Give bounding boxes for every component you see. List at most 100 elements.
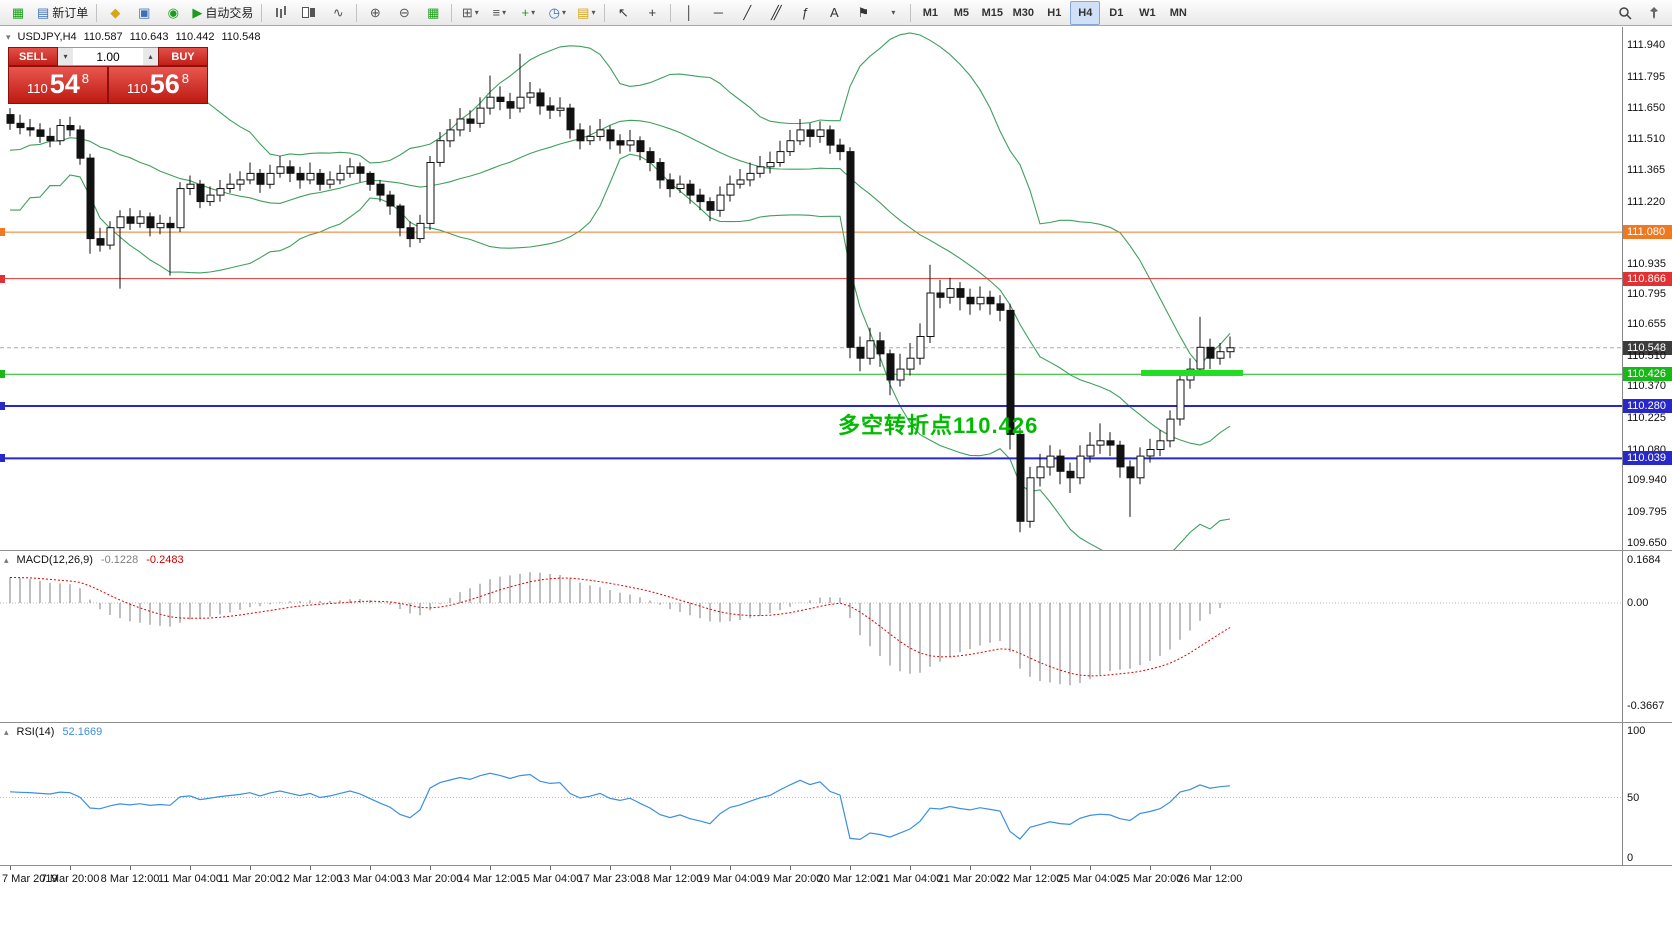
candle-body: [566, 107, 575, 131]
chart-annotation[interactable]: 多空转折点110.426: [838, 413, 1039, 438]
channel-button[interactable]: ╱╱: [762, 1, 790, 25]
pin-button[interactable]: [1640, 1, 1668, 25]
cursor-button[interactable]: ↖: [609, 1, 637, 25]
candle-body: [246, 172, 255, 181]
timeframe-w1[interactable]: W1: [1139, 6, 1156, 19]
timeframe-m1[interactable]: M1: [922, 6, 938, 19]
rsi-line: [9, 772, 1231, 841]
new-chart-button[interactable]: ▦: [4, 1, 32, 25]
fibonacci-button[interactable]: ƒ: [791, 1, 819, 25]
volume-input[interactable]: [73, 48, 143, 65]
collapse-icon[interactable]: ▴: [4, 726, 9, 737]
candle: [666, 173, 675, 198]
objects-list-button[interactable]: ≡ ▾: [485, 1, 513, 25]
indicators-button[interactable]: + ▾: [514, 1, 542, 25]
candle-body: [926, 292, 935, 337]
sell-price-button[interactable]: 110 54 8: [8, 66, 108, 104]
chart-marker-icon: ▾: [6, 31, 11, 42]
crosshair-button[interactable]: +: [638, 1, 666, 25]
candle: [526, 82, 535, 104]
ohlc-low: 110.442: [175, 31, 215, 43]
candle-body: [406, 227, 415, 240]
candle-body: [136, 216, 145, 224]
ohlc-close: 110.548: [221, 31, 261, 43]
line-left-marker: [0, 228, 5, 237]
zoom-out-button[interactable]: ⊖: [390, 1, 418, 25]
market-watch-button[interactable]: ◆: [101, 1, 129, 25]
zoom-in-button[interactable]: ⊕: [361, 1, 389, 25]
candle-body: [716, 194, 725, 211]
text-tool-button[interactable]: A: [820, 1, 848, 25]
bar-chart-button[interactable]: [266, 1, 294, 25]
data-window-button[interactable]: ▣: [130, 1, 158, 25]
price-axis-chip: 110.426: [1623, 367, 1672, 382]
candle: [846, 147, 855, 359]
line-left-marker: [0, 454, 5, 463]
more-tools-button[interactable]: ▾: [878, 1, 906, 25]
candle-body: [996, 303, 1005, 311]
navigator-button[interactable]: ◉: [159, 1, 187, 25]
candle: [1136, 447, 1145, 485]
timeframe-h4[interactable]: H4: [1070, 0, 1101, 25]
timeframe-m5[interactable]: M5: [953, 6, 969, 19]
tile-windows-button[interactable]: ▦: [419, 1, 447, 25]
periods-button[interactable]: ◷ ▾: [543, 1, 571, 25]
candle: [816, 121, 825, 143]
candle: [936, 279, 945, 309]
candle-body: [396, 205, 405, 229]
candle-body: [916, 336, 925, 359]
candle: [1156, 430, 1165, 457]
auto-trading-label: 自动交易: [205, 6, 254, 20]
macd-value: -0.1228: [100, 554, 139, 566]
auto-trading-button[interactable]: ▶ 自动交易: [188, 1, 257, 25]
rsi-subwindow: ▴ RSI(14) 52.1669 100 50 0: [0, 722, 1672, 865]
sell-button[interactable]: SELL: [8, 47, 58, 66]
search-button[interactable]: [1611, 1, 1639, 25]
support-line-segment[interactable]: [1141, 370, 1243, 376]
line-left-marker: [0, 370, 5, 379]
candle-body: [506, 101, 515, 109]
timeframe-d1[interactable]: D1: [1109, 6, 1124, 19]
trendline-button[interactable]: ╱: [733, 1, 761, 25]
horizontal-line-button[interactable]: ─: [704, 1, 732, 25]
collapse-icon[interactable]: ▴: [4, 554, 9, 565]
price-axis-label: 111.510: [1627, 132, 1666, 145]
arrange-button[interactable]: ⊞ ▾: [456, 1, 484, 25]
time-axis[interactable]: 7 Mar 2019 7 Mar 20:00 8 Mar 12:00 11 Mar 0…: [0, 865, 1672, 890]
time-tick: [10, 866, 11, 870]
candle-body: [26, 127, 35, 131]
candle: [946, 277, 955, 304]
candle-body: [1006, 309, 1015, 435]
time-tick: [70, 866, 71, 870]
templates-button[interactable]: ▤ ▾: [572, 1, 600, 25]
buy-button[interactable]: BUY: [158, 47, 208, 66]
candle-chart-button[interactable]: [295, 1, 323, 25]
vertical-line-button[interactable]: │: [675, 1, 703, 25]
candle-body: [1096, 440, 1105, 446]
volume-down-button[interactable]: ▾: [58, 48, 73, 65]
time-axis-label: 25 Mar 04:00: [1057, 873, 1123, 885]
chevron-down-icon: ▾: [531, 8, 536, 17]
timeframe-m15[interactable]: M15: [981, 6, 1004, 19]
price-chart[interactable]: [0, 27, 1622, 550]
new-order-button[interactable]: ▤ 新订单: [33, 1, 92, 25]
candle-body: [46, 135, 55, 142]
price-axis-label: 110.225: [1627, 411, 1666, 424]
time-tick: [730, 866, 731, 870]
candle-body: [756, 166, 765, 174]
line-chart-button[interactable]: ∿: [324, 1, 352, 25]
timeframe-h1[interactable]: H1: [1047, 6, 1062, 19]
volume-up-button[interactable]: ▴: [143, 48, 158, 65]
arrows-tool-button[interactable]: ⚑: [849, 1, 877, 25]
candle: [106, 221, 115, 250]
candle: [896, 353, 905, 387]
timeframe-m30[interactable]: M30: [1012, 6, 1035, 19]
buy-price-button[interactable]: 110 56 8: [108, 66, 208, 104]
macd-title: MACD(12,26,9): [16, 554, 93, 566]
candle: [706, 197, 715, 222]
toolbar-separator: [96, 3, 98, 22]
candle-body: [1126, 466, 1135, 479]
candle: [906, 343, 915, 376]
candle-body: [66, 125, 75, 131]
timeframe-mn[interactable]: MN: [1169, 6, 1187, 19]
